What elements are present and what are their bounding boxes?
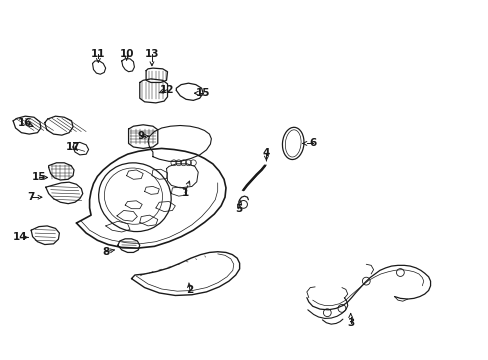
Text: 1: 1: [181, 188, 188, 198]
Text: 9: 9: [138, 131, 144, 141]
Text: 16: 16: [18, 118, 33, 128]
Text: 4: 4: [262, 148, 269, 158]
Text: 11: 11: [91, 49, 105, 59]
Text: 10: 10: [119, 49, 134, 59]
Text: 3: 3: [346, 318, 354, 328]
Text: 5: 5: [235, 204, 242, 214]
Text: 17: 17: [65, 142, 80, 152]
Text: 7: 7: [27, 192, 35, 202]
Text: 12: 12: [160, 85, 174, 95]
Text: 13: 13: [144, 49, 159, 59]
Text: 2: 2: [186, 285, 193, 296]
Text: 14: 14: [13, 232, 28, 242]
Text: 15: 15: [32, 172, 46, 183]
Text: 6: 6: [308, 139, 316, 148]
Text: 15: 15: [196, 88, 210, 98]
Text: 8: 8: [102, 247, 109, 257]
